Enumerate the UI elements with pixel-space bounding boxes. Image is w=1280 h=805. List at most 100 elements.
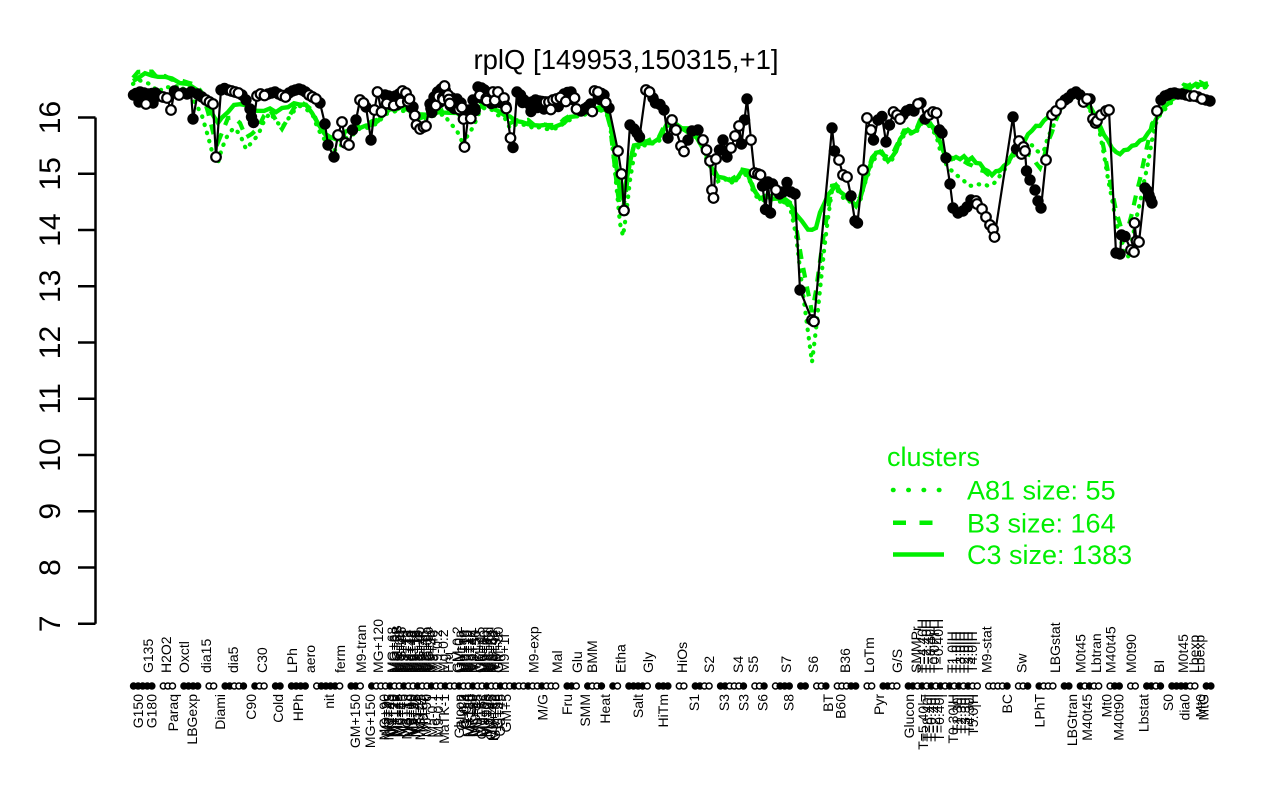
svg-text:M9+4j: M9+4j — [415, 694, 431, 733]
svg-text:Lbexp: Lbexp — [1186, 635, 1202, 673]
svg-text:M+90b: M+90b — [478, 694, 494, 737]
svg-text:M+150: M+150 — [467, 630, 483, 673]
svg-text:Gly: Gly — [640, 652, 656, 673]
svg-text:H2O2: H2O2 — [158, 636, 174, 673]
svg-text:LBGtran: LBGtran — [1064, 694, 1080, 746]
svg-text:Mb+4c: Mb+4c — [463, 631, 479, 673]
svg-text:T5.0|H: T5.0|H — [965, 694, 981, 736]
svg-text:MG+68: MG+68 — [384, 626, 400, 673]
svg-text:SMM: SMM — [577, 694, 593, 727]
svg-text:MaTK-1: MaTK-1 — [436, 694, 452, 744]
svg-text:GM-0.2: GM-0.2 — [449, 626, 465, 673]
svg-text:M0t45: M0t45 — [1072, 634, 1088, 673]
svg-text:M9+1a: M9+1a — [407, 630, 423, 673]
svg-text:M/G: M/G — [535, 694, 551, 720]
svg-text:M9+90: M9+90 — [403, 694, 419, 737]
svg-text:MG+120: MG+120 — [370, 619, 386, 673]
svg-text:Glucon: Glucon — [451, 694, 467, 738]
svg-text:LPhT: LPhT — [1032, 694, 1048, 728]
svg-text:MG+45: MG+45 — [381, 694, 397, 741]
svg-text:M2+45: M2+45 — [408, 694, 424, 737]
svg-text:MG+1c: MG+1c — [399, 694, 415, 740]
svg-text:Lbtran: Lbtran — [1088, 633, 1104, 673]
svg-text:LBGstat: LBGstat — [1047, 622, 1063, 673]
svg-text:T=0.40|: T=0.40| — [923, 694, 939, 742]
svg-text:T=8.40H: T=8.40H — [922, 619, 938, 673]
svg-text:S3: S3 — [716, 694, 732, 711]
svg-text:7: 7 — [34, 615, 67, 632]
svg-text:B60: B60 — [833, 694, 849, 719]
svg-text:T=8.40|: T=8.40| — [919, 694, 935, 742]
svg-text:Mt0: Mt0 — [1193, 694, 1209, 718]
svg-text:S3: S3 — [736, 694, 752, 711]
svg-text:T2.0|H: T2.0|H — [956, 631, 972, 673]
svg-text:MG+6d: MG+6d — [481, 627, 497, 673]
svg-text:M9-exp: M9-exp — [526, 626, 542, 673]
svg-text:MG+90: MG+90 — [376, 694, 392, 741]
svg-text:M9+9d: M9+9d — [405, 694, 421, 737]
svg-text:T2.30|: T2.30| — [953, 694, 969, 733]
svg-text:M9+4f: M9+4f — [413, 634, 429, 673]
svg-text:T=2.40|: T=2.40| — [927, 694, 943, 742]
svg-text:Pyr: Pyr — [871, 694, 887, 715]
svg-text:GM+5c: GM+5c — [474, 694, 490, 740]
svg-text:C90: C90 — [243, 694, 259, 720]
svg-text:M9+60: M9+60 — [476, 630, 492, 673]
svg-text:nit: nit — [321, 694, 337, 709]
svg-text:clusters: clusters — [887, 442, 980, 472]
svg-text:M9+45: M9+45 — [394, 694, 410, 737]
svg-text:C3 size: 1383: C3 size: 1383 — [967, 540, 1132, 570]
svg-text:Mc+90: Mc+90 — [465, 694, 481, 737]
svg-text:M+12b: M+12b — [462, 694, 478, 737]
svg-text:HiOs: HiOs — [674, 642, 690, 673]
svg-text:M9+9c: M9+9c — [378, 694, 394, 736]
svg-text:Gluc2: Gluc2 — [453, 694, 469, 731]
svg-text:M9+1b: M9+1b — [458, 630, 474, 673]
svg-text:ferm: ferm — [332, 645, 348, 673]
svg-text:LBGexp: LBGexp — [184, 694, 200, 745]
svg-text:BT: BT — [820, 694, 836, 712]
svg-text:Ga+45: Ga+45 — [492, 694, 508, 737]
svg-text:M9-tran: M9-tran — [353, 625, 369, 673]
svg-text:M9+4d: M9+4d — [404, 630, 420, 673]
svg-text:M9+1d: M9+1d — [401, 694, 417, 737]
svg-text:G150: G150 — [130, 694, 146, 728]
svg-text:M0t45: M0t45 — [1175, 634, 1191, 673]
svg-text:15: 15 — [34, 157, 67, 190]
svg-text:MG+90: MG+90 — [420, 626, 436, 673]
svg-text:M9+45: M9+45 — [469, 694, 485, 737]
svg-text:Glucon: Glucon — [901, 694, 917, 738]
svg-text:M9+1i: M9+1i — [474, 634, 490, 673]
svg-text:MG+9a: MG+9a — [418, 626, 434, 673]
svg-text:G135: G135 — [140, 639, 156, 673]
svg-text:Etha: Etha — [613, 644, 629, 673]
svg-text:Diami: Diami — [212, 694, 228, 730]
svg-text:GM+5: GM+5 — [498, 694, 514, 733]
svg-text:M9+4i: M9+4i — [410, 694, 426, 733]
svg-text:M9+4k: M9+4k — [465, 630, 481, 673]
svg-text:Glu: Glu — [569, 651, 585, 673]
svg-text:M9+5a: M9+5a — [476, 694, 492, 737]
svg-text:M9+6b: M9+6b — [483, 630, 499, 673]
svg-text:M40t45: M40t45 — [1103, 626, 1119, 673]
svg-text:M9-0.1: M9-0.1 — [430, 694, 446, 738]
svg-text:16: 16 — [34, 101, 67, 134]
svg-text:M9+4c: M9+4c — [425, 631, 441, 673]
svg-text:M9+1g: M9+1g — [456, 630, 472, 673]
svg-text:M+12a: M+12a — [387, 694, 403, 737]
svg-text:M+1ab: M+1ab — [454, 630, 470, 673]
svg-text:GM-0a: GM-0a — [451, 630, 467, 673]
svg-text:M+120: M+120 — [460, 694, 476, 737]
svg-text:12: 12 — [34, 326, 67, 359]
svg-text:Lbstat: Lbstat — [1135, 694, 1151, 732]
svg-text:10: 10 — [34, 438, 67, 471]
svg-text:T1.0|H: T1.0|H — [944, 631, 960, 673]
svg-text:T3.0|H: T3.0|H — [952, 631, 968, 673]
svg-text:G-0.3: G-0.3 — [456, 694, 472, 729]
svg-text:M9+4h: M9+4h — [392, 694, 408, 737]
svg-text:M9+9b: M9+9b — [422, 630, 438, 673]
svg-text:M9+4e: M9+4e — [485, 630, 501, 673]
svg-text:T4.30|: T4.30| — [961, 694, 977, 733]
svg-text:T=4.40H: T=4.40H — [914, 619, 930, 673]
svg-text:M9+1f: M9+1f — [496, 634, 512, 673]
